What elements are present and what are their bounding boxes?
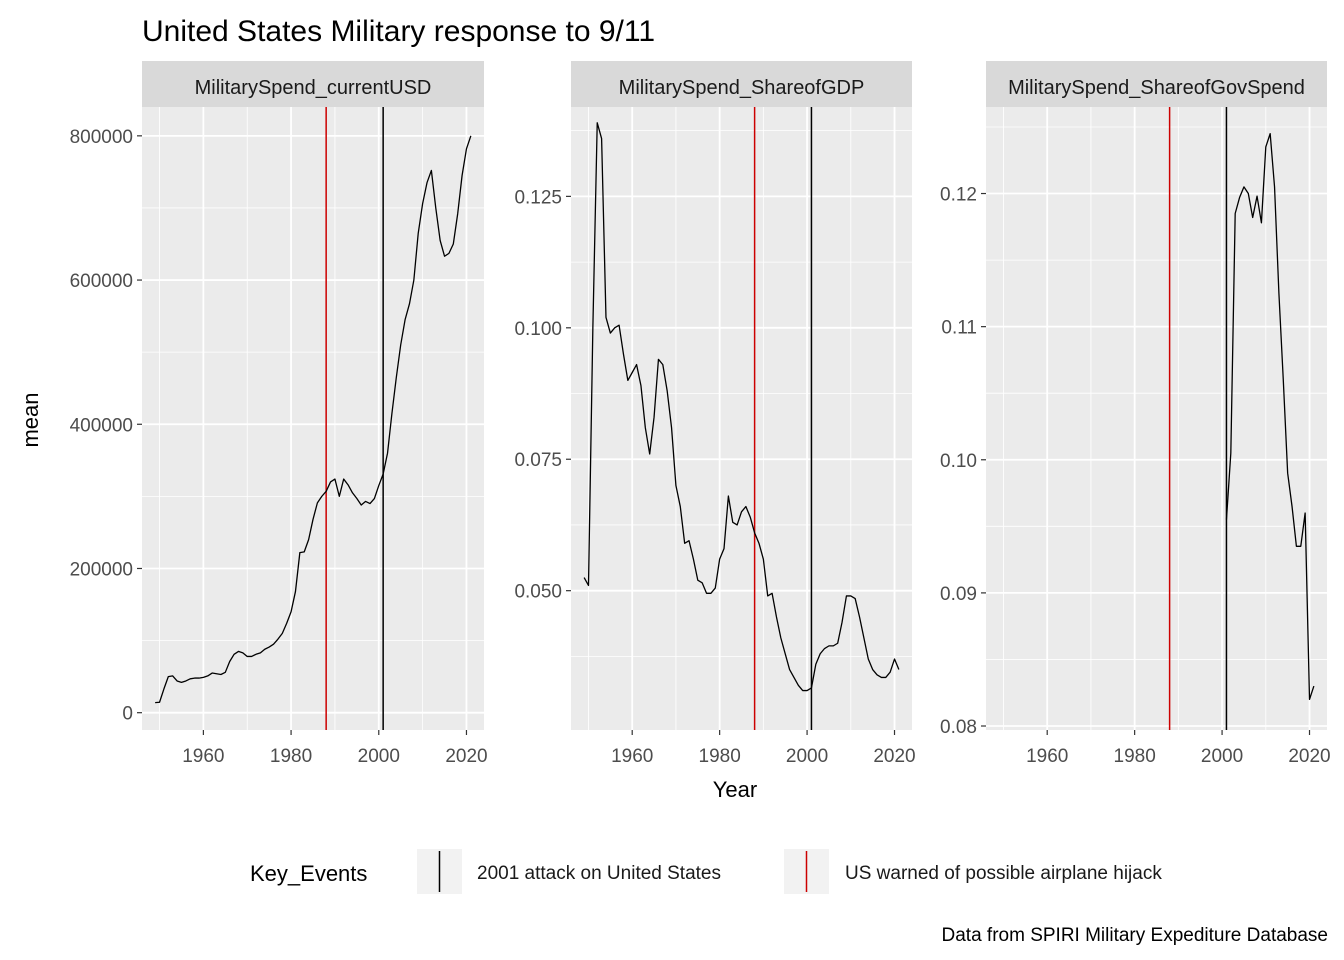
x-tick-label: 2020 <box>445 746 487 767</box>
x-tick-label: 1980 <box>699 746 741 767</box>
y-tick-label: 0.11 <box>941 318 977 339</box>
y-tick-label: 400000 <box>70 415 133 436</box>
facet-strip-label: MilitarySpend_ShareofGovSpend <box>1008 77 1305 99</box>
series-line <box>1225 132 1315 701</box>
y-tick-label: 0.09 <box>940 584 977 605</box>
panel-background <box>986 107 1327 730</box>
panel-3: MilitarySpend_ShareofGovSpend 1960 1980 200… <box>940 61 1331 767</box>
facet-strip <box>571 61 912 107</box>
x-tick-label: 2000 <box>1201 746 1243 767</box>
panel-2: MilitarySpend_ShareofGDP 1960 1980 2000 2020… <box>514 61 916 767</box>
y-tick-label: 0.12 <box>940 185 977 206</box>
facet-strip-label: MilitarySpend_currentUSD <box>195 77 432 99</box>
y-tick-label: 0.125 <box>514 187 562 208</box>
y-tick-label: 0 <box>122 704 133 725</box>
y-axis-label: mean <box>18 392 43 447</box>
y-tick-label: 0.08 <box>940 717 977 738</box>
series-line <box>583 122 900 692</box>
legend-title: Key_Events <box>250 861 367 886</box>
y-tick-label: 0.100 <box>514 319 562 340</box>
facet-strip <box>986 61 1327 107</box>
panel-background <box>571 107 912 730</box>
facet-strip-label: MilitarySpend_ShareofGDP <box>619 77 865 99</box>
legend-label-1: US warned of possible airplane hijack <box>845 863 1162 884</box>
y-tick-label: 0.075 <box>514 450 562 471</box>
y-tick-label: 800000 <box>70 127 133 148</box>
x-tick-label: 2000 <box>786 746 828 767</box>
facet-panels: MilitarySpend_currentUSD 1960 1980 2000 2020… <box>70 61 1331 767</box>
legend-label-0: 2001 attack on United States <box>477 863 721 884</box>
x-tick-label: 2020 <box>873 746 915 767</box>
x-axis-label: Year <box>713 777 757 802</box>
panel-1: MilitarySpend_currentUSD 1960 1980 2000 2020… <box>70 61 488 767</box>
y-tick-label: 0.050 <box>514 582 562 603</box>
x-tick-label: 1960 <box>182 746 224 767</box>
x-tick-label: 2020 <box>1288 746 1330 767</box>
y-tick-label: 600000 <box>70 271 133 292</box>
chart-title: United States Military response to 9/11 <box>142 15 655 48</box>
x-tick-label: 2000 <box>358 746 400 767</box>
x-tick-label: 1980 <box>1114 746 1156 767</box>
legend: Key_Events 2001 attack on United States … <box>250 849 1162 894</box>
y-tick-label: 200000 <box>70 559 133 580</box>
y-tick-label: 0.10 <box>940 451 977 472</box>
x-tick-label: 1960 <box>1026 746 1068 767</box>
series-line <box>155 135 472 704</box>
chart-caption: Data from SPIRI Military Expediture Data… <box>942 925 1329 946</box>
facet-strip <box>142 61 484 107</box>
panel-background <box>142 107 484 730</box>
x-tick-label: 1960 <box>611 746 653 767</box>
x-tick-label: 1980 <box>270 746 312 767</box>
